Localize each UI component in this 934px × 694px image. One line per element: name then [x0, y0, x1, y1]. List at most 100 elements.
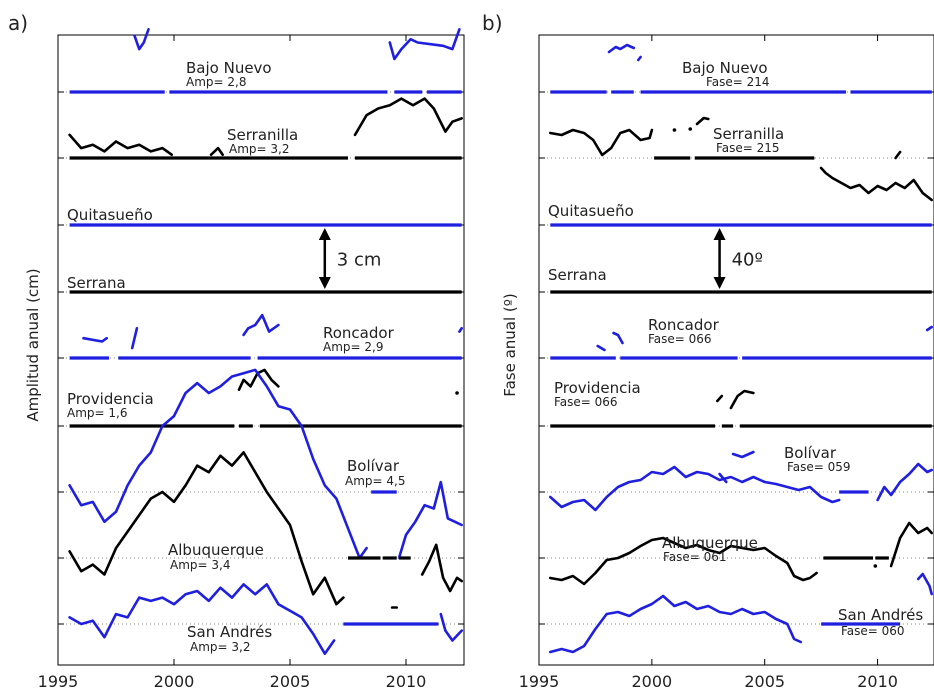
- scale-bar-label: 3 cm: [337, 250, 382, 271]
- series-line-serranilla-2: [353, 97, 464, 137]
- panel-a-series-bajo-nuevo: [58, 27, 464, 94]
- series-name-bajo-nuevo: Bajo Nuevo: [682, 59, 768, 77]
- panel-b-series-roncador: [539, 325, 934, 360]
- panel-b-series-bajo-nuevo: [539, 43, 934, 94]
- panel-a-scale-bar: 3 cm: [318, 228, 382, 289]
- series-line-bajo-nuevo-1: [388, 27, 461, 61]
- series-name-serrana: Serrana: [548, 266, 607, 284]
- series-line-bolivar-1: [718, 472, 728, 484]
- scale-bar-arrow-down: [713, 277, 726, 289]
- series-annotation-roncador: Fase= 066: [648, 332, 712, 346]
- series-name-serranilla: Serranilla: [227, 126, 298, 144]
- series-line-bolivar-1: [397, 480, 464, 560]
- series-line-roncador-0: [596, 344, 606, 352]
- xtick-label-2000: 2000: [631, 672, 672, 690]
- series-name-providencia: Providencia: [554, 379, 641, 397]
- series-annotation-san-andres: Amp= 3,2: [190, 640, 250, 654]
- panel-b-frame: [538, 34, 934, 666]
- series-line-bolivar-0: [548, 465, 841, 512]
- xtick-label-2005: 2005: [270, 672, 311, 690]
- panel-a-ylabel: Amplitud anual (cm): [24, 268, 42, 421]
- panel-b-series-san-andres: [539, 572, 934, 654]
- xtick-label-2005: 2005: [744, 672, 785, 690]
- panel-a-series-serranilla: [58, 97, 464, 160]
- series-name-serranilla: Serranilla: [713, 125, 784, 143]
- series-line-roncador-2: [242, 313, 280, 337]
- series-annotation-san-andres: Fase= 060: [841, 624, 905, 638]
- series-annotation-roncador: Amp= 2,9: [323, 340, 383, 354]
- series-line-bajo-nuevo-1: [636, 55, 642, 62]
- series-line-serranilla-0: [68, 133, 173, 156]
- series-annotation-bajo-nuevo: Amp= 2,8: [186, 75, 246, 89]
- scale-bar-arrow-up: [318, 228, 331, 240]
- panel-a-series-bolivar: [58, 368, 464, 560]
- point-serranilla-2: [688, 127, 693, 131]
- series-annotation-serranilla: Fase= 215: [716, 141, 780, 155]
- series-name-bajo-nuevo: Bajo Nuevo: [186, 59, 272, 77]
- panel-a-label: a): [8, 11, 28, 35]
- panel-b-series-providencia: [539, 389, 934, 428]
- series-line-roncador-3: [458, 326, 464, 333]
- series-line-serranilla-1: [209, 146, 224, 156]
- point-providencia-1: [455, 391, 459, 395]
- series-line-bajo-nuevo-0: [607, 43, 636, 54]
- series-name-roncador: Roncador: [648, 316, 720, 334]
- series-line-bolivar-0: [68, 368, 368, 560]
- series-name-san-andres: San Andrés: [838, 606, 923, 624]
- panel-b-label: b): [482, 11, 503, 35]
- xtick-label-2010: 2010: [857, 672, 898, 690]
- series-line-roncador-2: [925, 325, 934, 332]
- panel-b-scale-bar: 40º: [713, 228, 763, 289]
- panel-b-series-bolivar: [539, 450, 934, 512]
- point-albuquerque-1: [873, 564, 878, 568]
- panel-a-series-san-andres: [58, 583, 464, 656]
- panel-b-series-serranilla: [539, 116, 934, 202]
- series-annotation-albuquerque: Amp= 3,4: [170, 558, 230, 572]
- series-line-providencia-0: [715, 394, 724, 403]
- series-annotation-albuquerque: Fase= 061: [663, 550, 727, 564]
- series-line-providencia-1: [729, 389, 755, 410]
- panel-a-series-roncador: [58, 313, 464, 360]
- series-name-serrana: Serrana: [67, 274, 126, 292]
- xtick-label-1995: 1995: [38, 672, 79, 690]
- series-line-san-andres-1: [916, 572, 934, 596]
- series-line-san-andres-0: [548, 594, 803, 654]
- scale-bar-label: 40º: [732, 250, 763, 271]
- scale-bar-arrow-up: [713, 228, 726, 240]
- panel-a-series-albuquerque: [58, 451, 464, 609]
- series-line-serranilla-0: [548, 128, 654, 157]
- scale-bar-arrow-down: [318, 277, 331, 289]
- panel-b-lines: [539, 43, 934, 654]
- series-line-roncador-0: [82, 336, 108, 343]
- series-name-albuquerque: Albuquerque: [168, 541, 264, 559]
- series-line-serranilla-3: [695, 116, 710, 126]
- series-line-san-andres-1: [439, 612, 464, 642]
- series-line-san-andres-0: [68, 583, 336, 656]
- series-annotation-serranilla: Amp= 3,2: [229, 142, 289, 156]
- point-serranilla-1: [672, 128, 677, 132]
- series-name-bolivar: Bolívar: [347, 457, 400, 475]
- series-line-bajo-nuevo-0: [133, 27, 150, 51]
- series-line-albuquerque-0: [548, 536, 818, 586]
- series-name-albuquerque: Albuquerque: [662, 534, 758, 552]
- series-line-albuquerque-0: [68, 451, 345, 606]
- series-line-serranilla-4: [819, 166, 934, 202]
- series-name-quitasueno: Quitasueño: [67, 206, 153, 224]
- series-line-albuquerque-2: [889, 521, 934, 568]
- series-annotation-providencia: Fase= 066: [554, 395, 618, 409]
- series-annotation-providencia: Amp= 1,6: [67, 406, 127, 420]
- series-name-san-andres: San Andrés: [187, 623, 272, 641]
- series-line-serranilla-5: [894, 150, 902, 160]
- panel-a-frame: [57, 34, 465, 666]
- series-annotation-bajo-nuevo: Fase= 214: [706, 75, 770, 89]
- series-line-bolivar-3: [876, 462, 934, 502]
- series-annotation-bolivar: Fase= 059: [787, 460, 851, 474]
- series-line-bolivar-2: [731, 450, 755, 459]
- panel-b-xaxis: 1995 2000 2005 2010: [519, 35, 898, 691]
- series-line-roncador-1: [612, 331, 624, 345]
- xtick-label-2010: 2010: [386, 672, 427, 690]
